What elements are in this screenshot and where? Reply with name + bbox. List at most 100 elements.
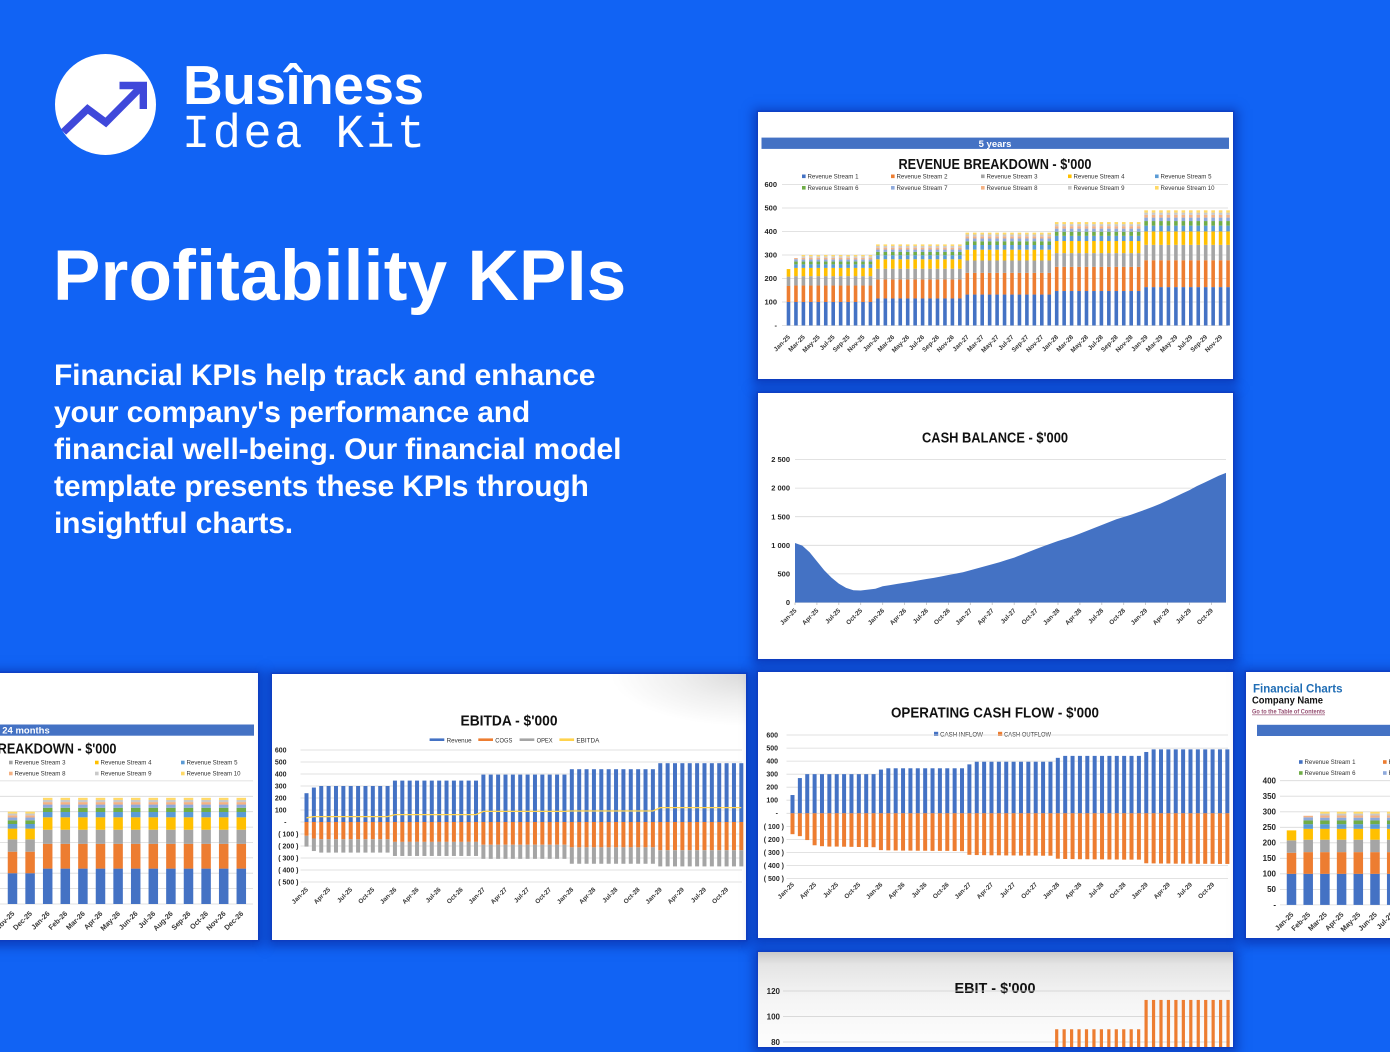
- svg-text:500: 500: [777, 570, 790, 579]
- svg-text:-: -: [776, 811, 779, 818]
- svg-text:Company Name: Company Name: [1252, 695, 1323, 707]
- svg-text:100: 100: [767, 1012, 781, 1021]
- svg-text:250: 250: [1263, 823, 1277, 832]
- svg-text:200: 200: [766, 785, 778, 792]
- svg-text:Oct-26: Oct-26: [446, 886, 465, 905]
- svg-text:Jul-29: Jul-29: [1175, 607, 1193, 625]
- svg-text:Revenue: Revenue: [447, 738, 472, 745]
- svg-text:Apr-27: Apr-27: [976, 881, 996, 901]
- svg-text:Oct-27: Oct-27: [534, 886, 553, 905]
- svg-text:2 500: 2 500: [771, 455, 790, 464]
- svg-text:( 100 ): ( 100 ): [764, 824, 784, 831]
- svg-text:( 200 ): ( 200 ): [278, 843, 298, 850]
- svg-text:Revenue Stream 10: Revenue Stream 10: [1161, 185, 1215, 192]
- svg-text:400: 400: [1263, 777, 1277, 786]
- svg-text:Jul-27: Jul-27: [999, 881, 1017, 899]
- svg-text:Jul-27: Jul-27: [513, 886, 531, 904]
- svg-text:Revenue Stream 6: Revenue Stream 6: [808, 185, 859, 192]
- svg-text:Jun-25: Jun-25: [1356, 910, 1379, 933]
- svg-text:Apr-29: Apr-29: [1152, 607, 1172, 627]
- svg-text:Jul-26: Jul-26: [911, 881, 929, 899]
- svg-text:Revenue Stream 1: Revenue Stream 1: [1305, 759, 1356, 766]
- svg-text:600: 600: [275, 747, 287, 754]
- svg-text:Revenue Stream 9: Revenue Stream 9: [101, 771, 152, 778]
- svg-text:Jul-29: Jul-29: [690, 886, 708, 904]
- svg-text:Jul-25: Jul-25: [336, 886, 354, 904]
- svg-text:80: 80: [771, 1038, 780, 1047]
- svg-text:Jan-27: Jan-27: [468, 886, 488, 906]
- svg-text:Jan-29: Jan-29: [1130, 881, 1150, 901]
- svg-text:Oct-25: Oct-25: [845, 607, 864, 626]
- svg-text:Apr-28: Apr-28: [1064, 607, 1084, 627]
- svg-text:( 300 ): ( 300 ): [764, 850, 784, 857]
- svg-text:Revenue Stream 6: Revenue Stream 6: [1305, 770, 1356, 777]
- svg-text:Jan-26: Jan-26: [379, 886, 399, 906]
- svg-text:Jul-26: Jul-26: [425, 886, 443, 904]
- svg-text:50: 50: [1267, 885, 1276, 894]
- svg-text:Oct-27: Oct-27: [1020, 881, 1039, 900]
- svg-text:-: -: [284, 819, 287, 826]
- svg-text:150: 150: [1263, 854, 1277, 863]
- svg-text:Apr-28: Apr-28: [1064, 881, 1084, 901]
- svg-text:0: 0: [786, 598, 790, 607]
- svg-text:Oct-25: Oct-25: [357, 886, 376, 905]
- svg-text:EBITDA: EBITDA: [576, 738, 599, 745]
- svg-text:Jan-29: Jan-29: [1130, 607, 1150, 627]
- svg-text:Revenue Stream 8: Revenue Stream 8: [987, 185, 1038, 192]
- svg-text:300: 300: [766, 772, 778, 779]
- svg-text:Apr-27: Apr-27: [490, 886, 510, 906]
- svg-text:Apr-26: Apr-26: [401, 886, 421, 906]
- svg-text:Apr-25: Apr-25: [801, 607, 821, 627]
- svg-text:Revenue Stream 4: Revenue Stream 4: [101, 760, 152, 767]
- svg-text:Apr-28: Apr-28: [578, 886, 598, 906]
- svg-text:( 400 ): ( 400 ): [278, 867, 298, 874]
- svg-text:Jul-25: Jul-25: [822, 881, 840, 899]
- svg-text:Jun-26: Jun-26: [117, 909, 140, 932]
- svg-text:Jul-29: Jul-29: [1176, 881, 1194, 899]
- svg-text:Jan-29: Jan-29: [644, 886, 664, 906]
- svg-text:Jan-25: Jan-25: [291, 886, 311, 906]
- svg-text:Revenue Stream 2: Revenue Stream 2: [897, 173, 948, 180]
- svg-text:Oct-27: Oct-27: [1020, 607, 1039, 626]
- svg-text:1 500: 1 500: [771, 512, 790, 521]
- svg-text:5 years: 5 years: [979, 139, 1012, 150]
- svg-text:Oct-29: Oct-29: [1196, 607, 1215, 626]
- svg-text:COGS: COGS: [495, 738, 512, 745]
- svg-text:200: 200: [275, 795, 287, 802]
- svg-text:Jan-28: Jan-28: [1042, 881, 1062, 901]
- svg-text:Jan-28: Jan-28: [1042, 607, 1062, 627]
- svg-text:Jul-26: Jul-26: [912, 607, 930, 625]
- svg-text:300: 300: [1263, 808, 1277, 817]
- svg-text:100: 100: [1263, 870, 1277, 879]
- svg-text:Oct-25: Oct-25: [843, 881, 862, 900]
- svg-text:100: 100: [764, 298, 777, 307]
- svg-text:Apr-26: Apr-26: [889, 607, 909, 627]
- svg-text:1 000: 1 000: [771, 541, 790, 550]
- svg-text:Oct-26: Oct-26: [933, 607, 952, 626]
- svg-text:Revenue Stream 8: Revenue Stream 8: [15, 771, 66, 778]
- svg-text:500: 500: [764, 204, 777, 213]
- svg-text:May-26: May-26: [98, 909, 122, 933]
- svg-text:( 400 ): ( 400 ): [764, 863, 784, 870]
- svg-text:Apr-29: Apr-29: [667, 886, 687, 906]
- svg-text:REVENUE BREAKDOWN - $'000: REVENUE BREAKDOWN - $'000: [899, 157, 1092, 173]
- svg-text:OPERATING CASH FLOW - $'000: OPERATING CASH FLOW - $'000: [891, 706, 1099, 722]
- svg-text:Apr-26: Apr-26: [887, 881, 907, 901]
- svg-text:Jan-26: Jan-26: [865, 881, 885, 901]
- svg-text:Oct-26: Oct-26: [932, 881, 951, 900]
- svg-text:Jan-27: Jan-27: [954, 607, 974, 627]
- svg-text:Aug-26: Aug-26: [151, 909, 175, 933]
- svg-text:CASH BALANCE - $'000: CASH BALANCE - $'000: [922, 431, 1068, 447]
- svg-text:24 months: 24 months: [2, 726, 50, 737]
- svg-text:Revenue Stream 3: Revenue Stream 3: [15, 760, 66, 767]
- svg-text:Go to the Table of Contents: Go to the Table of Contents: [1252, 709, 1325, 716]
- svg-text:Apr-25: Apr-25: [799, 881, 819, 901]
- svg-text:Revenue Stream 9: Revenue Stream 9: [1074, 185, 1125, 192]
- svg-text:REVENUE BREAKDOWN - $'000: REVENUE BREAKDOWN - $'000: [0, 742, 117, 758]
- svg-text:Oct-28: Oct-28: [1108, 607, 1127, 626]
- svg-text:Oct-29: Oct-29: [711, 886, 730, 905]
- svg-text:( 500 ): ( 500 ): [278, 879, 298, 886]
- svg-text:300: 300: [764, 251, 777, 260]
- svg-text:Revenue Stream 1: Revenue Stream 1: [808, 173, 859, 180]
- svg-text:Apr-29: Apr-29: [1153, 881, 1173, 901]
